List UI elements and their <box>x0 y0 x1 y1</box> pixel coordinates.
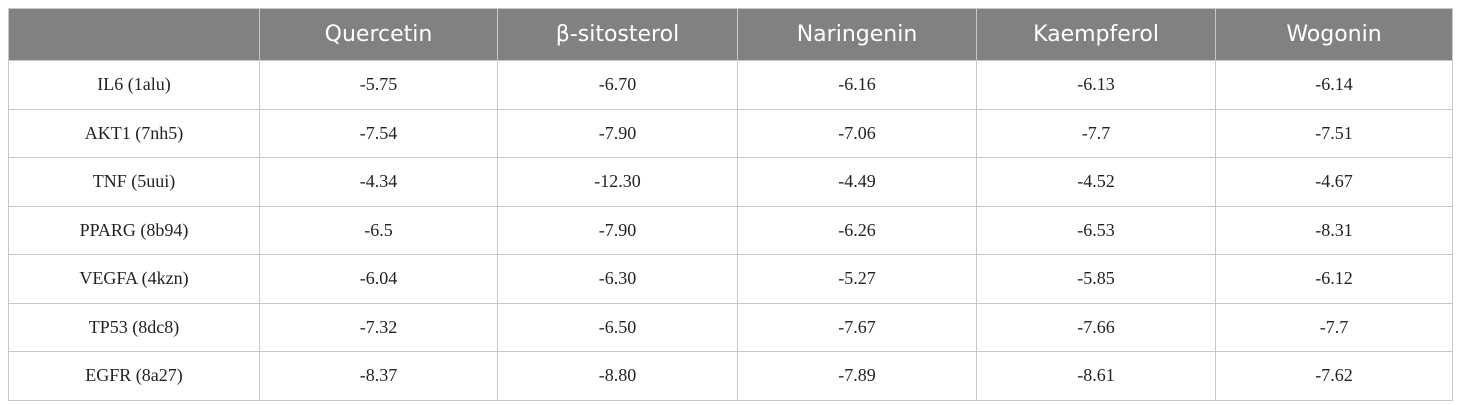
cell: -7.06 <box>737 108 977 158</box>
table-row: AKT1 (7nh5) -7.54 -7.90 -7.06 -7.7 -7.51 <box>8 108 1453 158</box>
table-row: TNF (5uui) -4.34 -12.30 -4.49 -4.52 -4.67 <box>8 157 1453 207</box>
cell: -6.16 <box>737 60 977 110</box>
header-cell: Naringenin <box>737 8 977 61</box>
header-cell: Wogonin <box>1215 8 1453 61</box>
table-row: TP53 (8dc8) -7.32 -6.50 -7.67 -7.66 -7.7 <box>8 302 1453 352</box>
cell: -6.12 <box>1215 254 1453 304</box>
cell: -7.66 <box>976 302 1216 352</box>
cell: -6.13 <box>976 60 1216 110</box>
table-row: VEGFA (4kzn) -6.04 -6.30 -5.27 -5.85 -6.12 <box>8 254 1453 304</box>
cell: -5.85 <box>976 254 1216 304</box>
cell: -6.26 <box>737 205 977 255</box>
row-label: VEGFA (4kzn) <box>8 254 260 304</box>
header-cell <box>8 8 260 61</box>
cell: -5.27 <box>737 254 977 304</box>
cell: -7.32 <box>259 302 498 352</box>
row-label: AKT1 (7nh5) <box>8 108 260 158</box>
cell: -8.80 <box>497 351 738 401</box>
cell: -7.7 <box>1215 302 1453 352</box>
row-label: IL6 (1alu) <box>8 60 260 110</box>
cell: -12.30 <box>497 157 738 207</box>
header-cell: β-sitosterol <box>497 8 738 61</box>
cell: -4.67 <box>1215 157 1453 207</box>
cell: -6.50 <box>497 302 738 352</box>
cell: -6.53 <box>976 205 1216 255</box>
cell: -7.90 <box>497 108 738 158</box>
cell: -8.37 <box>259 351 498 401</box>
cell: -8.31 <box>1215 205 1453 255</box>
cell: -4.49 <box>737 157 977 207</box>
row-label: TP53 (8dc8) <box>8 302 260 352</box>
cell: -6.5 <box>259 205 498 255</box>
cell: -7.7 <box>976 108 1216 158</box>
table-row: EGFR (8a27) -8.37 -8.80 -7.89 -8.61 -7.62 <box>8 351 1453 401</box>
cell: -7.89 <box>737 351 977 401</box>
cell: -5.75 <box>259 60 498 110</box>
row-label: PPARG (8b94) <box>8 205 260 255</box>
table-row: IL6 (1alu) -5.75 -6.70 -6.16 -6.13 -6.14 <box>8 60 1453 110</box>
docking-table: Quercetin β-sitosterol Naringenin Kaempfero… <box>8 8 1453 401</box>
cell: -4.52 <box>976 157 1216 207</box>
cell: -6.30 <box>497 254 738 304</box>
cell: -6.14 <box>1215 60 1453 110</box>
cell: -6.04 <box>259 254 498 304</box>
cell: -7.51 <box>1215 108 1453 158</box>
cell: -7.54 <box>259 108 498 158</box>
cell: -7.67 <box>737 302 977 352</box>
cell: -7.62 <box>1215 351 1453 401</box>
cell: -7.90 <box>497 205 738 255</box>
table-row: PPARG (8b94) -6.5 -7.90 -6.26 -6.53 -8.31 <box>8 205 1453 255</box>
row-label: TNF (5uui) <box>8 157 260 207</box>
cell: -4.34 <box>259 157 498 207</box>
cell: -8.61 <box>976 351 1216 401</box>
row-label: EGFR (8a27) <box>8 351 260 401</box>
header-cell: Kaempferol <box>976 8 1216 61</box>
cell: -6.70 <box>497 60 738 110</box>
header-row: Quercetin β-sitosterol Naringenin Kaempfero… <box>8 8 1453 61</box>
header-cell: Quercetin <box>259 8 498 61</box>
